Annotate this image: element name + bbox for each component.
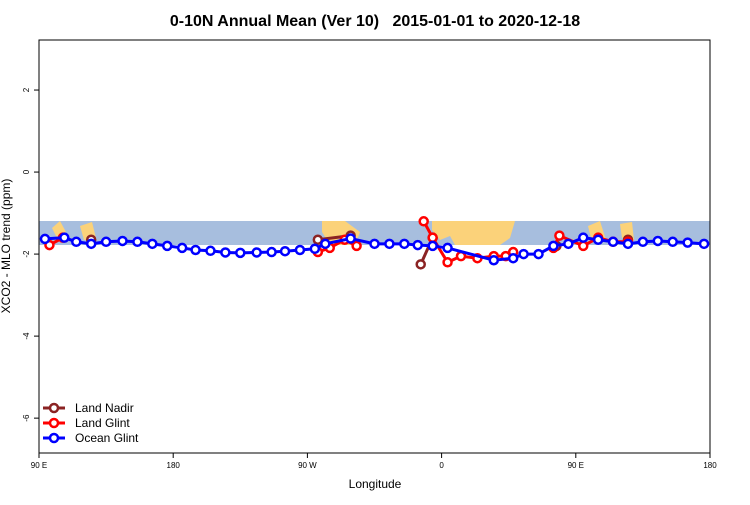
point <box>279 245 291 257</box>
chart-title: 0-10N Annual Mean (Ver 10) 2015-01-01 to… <box>170 13 580 30</box>
x-tick-label: 90 W <box>298 461 317 470</box>
point <box>488 254 500 266</box>
x-tick-label: 180 <box>167 461 181 470</box>
point <box>607 236 619 248</box>
x-tick-label: 180 <box>703 461 717 470</box>
land-africa <box>432 221 515 245</box>
x-tick-label: 90 E <box>568 461 584 470</box>
point <box>100 236 112 248</box>
point <box>563 238 574 250</box>
point <box>190 244 201 256</box>
point <box>220 247 231 258</box>
y-tick-label: 2 <box>22 87 31 92</box>
legend-marker <box>48 402 60 414</box>
point <box>578 240 589 252</box>
point <box>266 246 277 258</box>
point <box>415 259 426 270</box>
y-tick-label: -2 <box>22 250 31 258</box>
point <box>427 240 438 252</box>
point <box>147 238 158 250</box>
point <box>59 232 70 243</box>
point <box>554 230 565 241</box>
point <box>176 242 188 254</box>
point <box>345 233 356 244</box>
point <box>251 247 262 258</box>
point <box>698 238 710 250</box>
point <box>652 235 664 247</box>
point <box>85 238 97 250</box>
point <box>369 238 380 250</box>
legend-label: Ocean Glint <box>75 431 139 445</box>
point <box>205 245 216 257</box>
point <box>235 247 246 259</box>
point <box>351 240 362 252</box>
point <box>592 234 604 245</box>
y-tick-label: 0 <box>22 169 31 174</box>
x-axis-label: Longitude <box>349 477 402 491</box>
series-line <box>48 220 628 265</box>
plot-frame <box>38 39 711 454</box>
point <box>320 238 331 250</box>
point <box>622 238 634 250</box>
y-axis-label: XCO2 - MLO trend (ppm) <box>0 179 13 314</box>
point <box>507 252 519 264</box>
point <box>39 233 51 245</box>
point <box>117 235 128 247</box>
point <box>533 248 544 260</box>
legend-label: Land Nadir <box>75 401 134 415</box>
x-tick-label: 90 E <box>31 461 47 470</box>
point <box>427 232 438 243</box>
point <box>399 238 410 250</box>
point <box>578 232 589 243</box>
legend-marker <box>48 432 60 444</box>
point <box>442 242 453 254</box>
x-tick-label: 0 <box>439 461 444 470</box>
point <box>161 240 173 252</box>
point <box>132 236 143 248</box>
point <box>637 236 649 248</box>
point <box>309 243 321 255</box>
point <box>548 240 559 252</box>
point <box>384 238 395 250</box>
point <box>442 257 453 268</box>
point <box>412 239 423 251</box>
legend-marker <box>48 417 60 429</box>
point <box>294 244 306 256</box>
point <box>312 234 324 245</box>
legend-label: Land Glint <box>75 416 130 430</box>
point <box>418 216 429 227</box>
y-tick-label: -4 <box>22 332 31 340</box>
point <box>667 236 678 248</box>
point <box>518 248 529 260</box>
point <box>682 237 693 248</box>
y-tick-label: -6 <box>22 414 31 422</box>
point <box>71 236 82 248</box>
